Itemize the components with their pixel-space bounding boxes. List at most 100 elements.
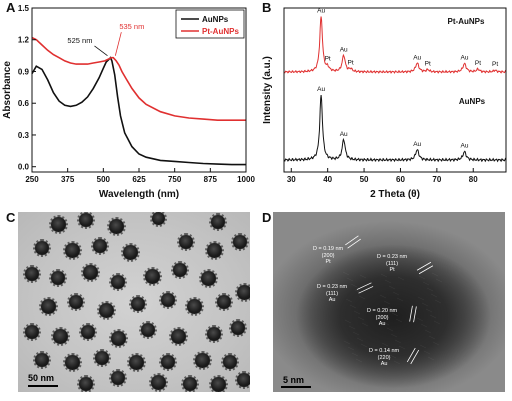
fringe-texture [359, 274, 367, 279]
fringe-texture [386, 327, 394, 332]
fringe-texture [361, 322, 369, 327]
fringe-texture [342, 271, 350, 276]
scale-label-c: 50 nm [28, 373, 55, 383]
peak-label-au: Au [413, 141, 421, 148]
fringe-texture [428, 335, 436, 340]
nanoparticle [23, 265, 41, 283]
nanoparticle [120, 242, 140, 262]
fringe-line [406, 347, 416, 363]
nanoparticle [109, 369, 127, 387]
x-tick-label-b: 30 [287, 175, 296, 184]
fringe-texture [434, 299, 442, 304]
fringe-line [413, 306, 417, 323]
lattice-fringe-mark [406, 347, 420, 365]
fringe-texture [398, 345, 406, 350]
nanoparticle [235, 371, 250, 389]
fringe-texture [354, 289, 362, 294]
nanoparticle [177, 233, 195, 251]
nanoparticle [168, 326, 188, 346]
legend-label-pt-aunps: Pt-AuNPs [202, 27, 239, 36]
x-tick-label-a: 750 [168, 175, 182, 184]
peak-label-au: Au [461, 55, 469, 62]
y-tick-label-a: 0.0 [18, 163, 30, 172]
fringe-texture [433, 320, 441, 325]
fringe-texture [381, 342, 389, 347]
x-tick-label-a: 375 [61, 175, 75, 184]
fringe-texture [431, 272, 439, 277]
hrtem-image: D = 0.19 nm (200) Pt D = 0.23 nm (111) P… [273, 212, 505, 392]
x-tick-label-a: 1000 [237, 175, 255, 184]
lattice-label-au-111: D = 0.23 nm (111) Au [317, 284, 348, 303]
lattice-fringe-mark [345, 235, 361, 249]
lattice-label-au-200: D = 0.20 nm (200) Au [367, 308, 398, 327]
lattice-fringe-mark [416, 261, 434, 275]
fringe-texture [360, 343, 368, 348]
fringe-texture [417, 296, 425, 301]
fringe-texture [424, 329, 432, 334]
fringe-texture [347, 346, 355, 351]
y-tick-label-a: 0.9 [18, 67, 30, 76]
fringe-texture [358, 295, 366, 300]
fringe-line [409, 305, 413, 322]
peak-label-au: Au [340, 47, 348, 54]
fringe-texture [430, 293, 438, 298]
fringe-texture [384, 279, 392, 284]
fringe-texture [426, 287, 434, 292]
fringe-texture [421, 302, 429, 307]
xrd-line-aunps [283, 95, 507, 163]
nanoparticle [33, 239, 51, 257]
fringe-texture [391, 312, 399, 317]
lattice-overlay [342, 235, 443, 365]
peak-label-au: Au [413, 54, 421, 61]
nanoparticle [67, 293, 85, 311]
fringe-texture [343, 340, 351, 345]
tem-overview-image: 50 nm [18, 212, 250, 392]
nanoparticle-field [18, 212, 250, 392]
nanoparticle [91, 237, 109, 255]
nanoparticle [33, 351, 51, 369]
x-tick-label-a: 625 [132, 175, 146, 184]
fringe-line [418, 265, 434, 275]
nanoparticle [149, 212, 167, 227]
x-tick-label-a: 500 [97, 175, 111, 184]
nanoparticle [77, 375, 95, 392]
fringe-texture [394, 339, 402, 344]
lattice-fringe-mark [356, 282, 374, 294]
xrd-chart: 30 40 50 60 70 802 Theta (θ)Intensity (a.u.) … [262, 7, 507, 200]
fringe-texture [393, 360, 401, 365]
fringe-texture [380, 273, 388, 278]
fringe-texture [355, 358, 363, 363]
nanoparticle [234, 282, 250, 302]
fringe-texture [396, 297, 404, 302]
nanoparticle [208, 374, 228, 392]
y-tick-label-a: 1.5 [18, 4, 30, 13]
legend-box-a [175, 9, 245, 39]
series-label-aunps: AuNPs [459, 97, 486, 106]
nanoparticle [142, 266, 162, 286]
peak-label-au: Au [340, 131, 348, 138]
nanoparticle [62, 352, 82, 372]
fringe-texture [357, 316, 365, 321]
lattice-label-au-220: D = 0.14 nm (220) Au [369, 348, 400, 367]
peak-label-au: Au [461, 143, 469, 150]
fringe-texture [388, 285, 396, 290]
annotation-525: 525 nm [67, 36, 92, 45]
nanoparticle [106, 216, 126, 236]
fringe-texture [379, 294, 387, 299]
fringe-texture [435, 278, 443, 283]
lattice-fringe-mark [409, 305, 417, 323]
annotation-535: 535 nm [119, 22, 144, 31]
peak-label-pt: Pt [492, 61, 498, 68]
nanoparticle [204, 240, 224, 260]
x-tick-label-a: 250 [25, 175, 39, 184]
annotation-arrow-525 [94, 45, 108, 57]
fringe-line [345, 235, 359, 246]
fringe-texture [387, 306, 395, 311]
fringe-texture [389, 354, 397, 359]
peak-label-pt: Pt [325, 55, 331, 62]
fringe-texture [419, 344, 427, 349]
x-tick-label-a: 875 [204, 175, 218, 184]
x-axis-label-b: 2 Theta (θ) [370, 189, 420, 200]
nanoparticle [79, 323, 97, 341]
legend-label-aunps: AuNPs [202, 15, 229, 24]
